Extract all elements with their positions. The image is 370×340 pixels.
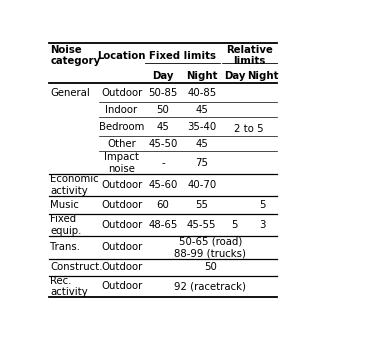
Text: 40-70: 40-70 bbox=[187, 180, 216, 190]
Text: 92 (racetrack): 92 (racetrack) bbox=[174, 282, 246, 291]
Text: 48-65: 48-65 bbox=[148, 220, 178, 230]
Text: Rec.
activity: Rec. activity bbox=[50, 276, 88, 297]
Text: Night: Night bbox=[247, 71, 279, 81]
Text: Location: Location bbox=[97, 51, 146, 61]
Text: Outdoor: Outdoor bbox=[101, 200, 142, 210]
Text: Trans.: Trans. bbox=[50, 242, 80, 253]
Text: General: General bbox=[50, 88, 90, 98]
Text: 45-55: 45-55 bbox=[187, 220, 216, 230]
Text: Fixed limits: Fixed limits bbox=[149, 51, 216, 61]
Text: 45-60: 45-60 bbox=[148, 180, 178, 190]
Text: Relative
limits: Relative limits bbox=[226, 45, 272, 66]
Text: Indoor: Indoor bbox=[105, 105, 138, 115]
Text: Outdoor: Outdoor bbox=[101, 262, 142, 272]
Text: 45: 45 bbox=[195, 138, 208, 149]
Text: 3: 3 bbox=[260, 220, 266, 230]
Text: Construct.: Construct. bbox=[50, 262, 103, 272]
Text: Day: Day bbox=[152, 71, 174, 81]
Text: Economic
activity: Economic activity bbox=[50, 174, 99, 196]
Text: Music: Music bbox=[50, 200, 79, 210]
Text: 5: 5 bbox=[232, 220, 238, 230]
Text: 45: 45 bbox=[157, 121, 169, 132]
Text: 50: 50 bbox=[204, 262, 217, 272]
Text: 2 to 5: 2 to 5 bbox=[234, 124, 264, 134]
Text: Outdoor: Outdoor bbox=[101, 282, 142, 291]
Text: Day: Day bbox=[224, 71, 246, 81]
Text: Outdoor: Outdoor bbox=[101, 180, 142, 190]
Text: Outdoor: Outdoor bbox=[101, 220, 142, 230]
Text: Other: Other bbox=[107, 138, 136, 149]
Text: -: - bbox=[161, 158, 165, 168]
Text: 35-40: 35-40 bbox=[187, 121, 216, 132]
Text: 5: 5 bbox=[259, 200, 266, 210]
Text: Impact
noise: Impact noise bbox=[104, 152, 139, 174]
Text: 45: 45 bbox=[195, 105, 208, 115]
Text: Outdoor: Outdoor bbox=[101, 242, 142, 253]
Text: 45-50: 45-50 bbox=[148, 138, 178, 149]
Text: 50: 50 bbox=[157, 105, 169, 115]
Text: Outdoor: Outdoor bbox=[101, 88, 142, 98]
Text: 75: 75 bbox=[195, 158, 208, 168]
Text: 55: 55 bbox=[195, 200, 208, 210]
Text: Bedroom: Bedroom bbox=[99, 121, 144, 132]
Text: Noise
category: Noise category bbox=[51, 45, 101, 66]
Text: Fixed
equip.: Fixed equip. bbox=[50, 214, 82, 236]
Text: 50-65 (road)
88-99 (trucks): 50-65 (road) 88-99 (trucks) bbox=[174, 237, 246, 258]
Text: 60: 60 bbox=[157, 200, 169, 210]
Text: 40-85: 40-85 bbox=[187, 88, 216, 98]
Text: Night: Night bbox=[186, 71, 218, 81]
Text: 50-85: 50-85 bbox=[148, 88, 178, 98]
